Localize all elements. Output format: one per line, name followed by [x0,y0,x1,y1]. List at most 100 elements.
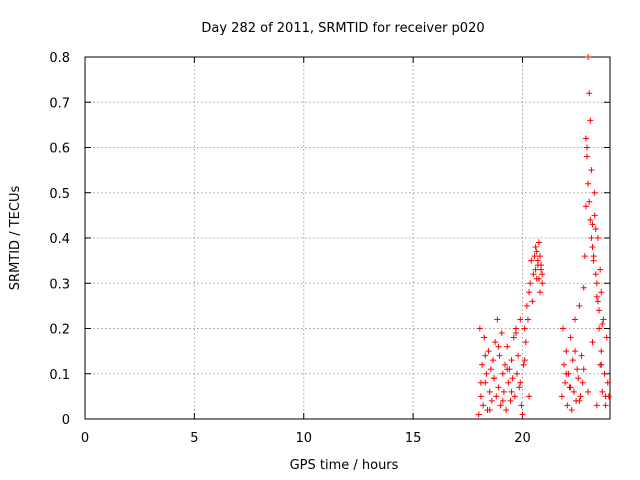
data-point [559,325,566,332]
data-point [532,244,539,251]
data-point [487,366,494,373]
data-point [531,253,538,260]
data-point [576,302,583,309]
data-point [593,280,600,287]
data-point [517,316,524,323]
data-point [572,316,578,323]
data-point [598,348,605,355]
data-point [533,248,540,255]
data-point [511,393,518,400]
plot-frame [84,56,611,420]
data-point [515,352,522,359]
data-point [584,153,591,160]
data-point [518,402,525,409]
data-point [534,257,541,264]
data-point [479,361,486,368]
data-point [577,393,584,400]
data-point [488,397,495,404]
data-point [591,212,598,219]
data-point [604,379,611,386]
data-point [596,325,603,332]
x-tick-label: 0 [81,431,89,446]
data-point [581,253,588,260]
y-tick-label: 0.2 [49,323,70,338]
data-point [509,375,516,382]
data-point [598,361,605,368]
data-point [562,379,569,386]
data-point [591,189,598,196]
data-point [586,90,593,97]
data-point [594,298,601,305]
data-point [537,289,543,296]
data-point [593,402,600,409]
data-point [528,257,535,264]
x-tick-label: 5 [190,431,198,446]
data-point [579,379,586,386]
data-point [493,393,500,400]
y-tick-label: 0 [62,413,70,428]
data-points [475,54,612,418]
data-point [535,275,542,282]
data-point [529,298,536,305]
data-point [589,244,596,251]
data-point [580,366,587,373]
data-point [539,271,546,278]
data-point [489,357,496,364]
y-tick-label: 0.1 [49,368,70,383]
data-point [512,330,519,337]
data-point [508,357,515,364]
data-point [504,343,511,350]
data-point [586,198,593,205]
data-point [592,225,599,232]
data-point [580,284,587,291]
data-point [477,393,484,400]
y-axis-label: SRMTID / TECUs [8,186,23,291]
data-point [491,375,498,382]
data-point [599,320,606,327]
data-point [530,271,537,278]
x-tick-label: 15 [405,431,422,446]
x-tick-label: 10 [295,431,312,446]
data-point [524,316,531,323]
data-point [585,388,592,395]
x-axis-label: GPS time / hours [290,458,399,473]
data-point [483,370,490,377]
axis-ticks [84,56,610,420]
data-point [567,384,574,391]
data-point [507,397,514,404]
data-point [589,339,596,346]
data-point [480,402,487,409]
data-point [568,406,575,413]
data-point [563,370,570,377]
data-point [594,235,601,241]
data-point [508,388,515,395]
y-tick-label: 0.4 [49,232,70,247]
data-point [475,411,482,418]
grid [85,57,610,419]
data-point [537,253,543,260]
data-point [587,117,594,124]
y-tick-label: 0.3 [49,277,70,292]
data-point [514,370,521,377]
data-point [597,266,604,273]
data-point [588,167,595,174]
data-point [510,334,517,341]
data-point [572,348,578,355]
data-point [570,388,577,395]
data-point [502,361,508,368]
data-point [601,370,608,377]
data-point [520,361,527,368]
data-point [494,316,501,323]
data-point [500,388,507,395]
y-tick-label: 0.8 [49,51,70,66]
data-point [582,135,589,142]
data-point [499,397,506,404]
data-point [499,370,506,377]
data-point [498,330,505,337]
data-point [538,262,545,269]
data-point [558,393,565,400]
data-point [563,348,570,355]
y-tick-labels: 0 0.1 0.2 0.3 0.4 0.5 0.6 0.7 0.8 [49,51,70,428]
data-point [504,366,511,373]
